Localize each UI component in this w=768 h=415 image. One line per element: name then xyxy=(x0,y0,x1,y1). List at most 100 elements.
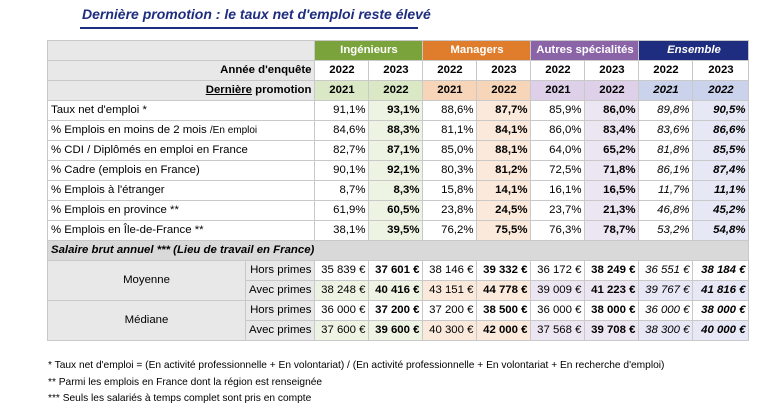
table-row: % Emplois à l'étranger 8,7% 8,3% 15,8% 1… xyxy=(46,180,750,201)
value-cell: 82,7% xyxy=(314,140,370,161)
promo-year-cell: 2021 xyxy=(422,80,478,101)
row-label: % Emplois en Île-de-France ** xyxy=(46,220,316,241)
value-cell: 11,7% xyxy=(638,180,694,201)
value-cell: 87,1% xyxy=(368,140,424,161)
table-row: % CDI / Diplômés en emploi en France 82,… xyxy=(46,140,750,161)
group-header-row: Ingénieurs Managers Autres spécialités E… xyxy=(46,40,750,61)
value-cell: 93,1% xyxy=(368,100,424,121)
page-title: Dernière promotion : le taux net d'emplo… xyxy=(82,6,431,22)
value-cell: 46,8% xyxy=(638,200,694,221)
promotion-label: Dernière promotion xyxy=(46,80,316,101)
survey-year-row: Année d'enquête 2022 2023 2022 2023 2022… xyxy=(46,60,750,81)
salary-row-label: Avec primes xyxy=(244,280,316,301)
salary-row-label: Hors primes xyxy=(244,300,316,321)
value-cell: 90,1% xyxy=(314,160,370,181)
value-cell: 85,0% xyxy=(422,140,478,161)
value-cell: 65,2% xyxy=(584,140,640,161)
salary-group-label: Moyenne xyxy=(47,260,246,301)
value-cell: 8,3% xyxy=(368,180,424,201)
row-label: Taux net d'emploi * xyxy=(46,100,316,121)
value-cell: 87,7% xyxy=(476,100,532,121)
value-cell: 23,7% xyxy=(530,200,586,221)
group-header-ingenieurs: Ingénieurs xyxy=(314,40,424,61)
promo-year-cell: 2022 xyxy=(584,80,640,101)
value-cell: 89,8% xyxy=(638,100,694,121)
value-cell: 71,8% xyxy=(584,160,640,181)
promo-year-cell: 2021 xyxy=(638,80,694,101)
value-cell: 54,8% xyxy=(692,220,750,241)
value-cell: 38 249 € xyxy=(584,260,640,281)
salary-row: Médiane Hors primes 36 000 € 37 200 € 37… xyxy=(47,300,750,341)
value-cell: 81,1% xyxy=(422,120,478,141)
value-cell: 84,6% xyxy=(314,120,370,141)
group-header-ensemble: Ensemble xyxy=(638,40,750,61)
value-cell: 38 500 € xyxy=(476,300,532,321)
salary-row: Avec primes 38 248 € 40 416 € 43 151 € 4… xyxy=(48,280,750,301)
value-cell: 16,1% xyxy=(530,180,586,201)
value-cell: 37 200 € xyxy=(422,300,478,321)
promotion-row: Dernière promotion 2021 2022 2021 2022 2… xyxy=(46,80,750,101)
value-cell: 81,8% xyxy=(638,140,694,161)
row-label: % Cadre (emplois en France) xyxy=(46,160,316,181)
value-cell: 88,1% xyxy=(476,140,532,161)
table-row: % Cadre (emplois en France) 90,1% 92,1% … xyxy=(46,160,750,181)
value-cell: 43 151 € xyxy=(422,280,478,301)
value-cell: 85,5% xyxy=(692,140,750,161)
value-cell: 86,0% xyxy=(584,100,640,121)
table-row: % Emplois en moins de 2 mois /En emploi … xyxy=(46,120,750,141)
value-cell: 21,3% xyxy=(584,200,640,221)
value-cell: 61,9% xyxy=(314,200,370,221)
value-cell: 36 000 € xyxy=(314,300,370,321)
value-cell: 38 300 € xyxy=(638,320,694,341)
footnote: * Taux net d'emploi = (En activité profe… xyxy=(48,360,665,371)
value-cell: 37 601 € xyxy=(368,260,424,281)
employment-table: Ingénieurs Managers Autres spécialités E… xyxy=(46,40,750,341)
value-cell: 72,5% xyxy=(530,160,586,181)
value-cell: 37 568 € xyxy=(530,320,586,341)
value-cell: 53,2% xyxy=(638,220,694,241)
value-cell: 38 248 € xyxy=(314,280,370,301)
value-cell: 39 009 € xyxy=(530,280,586,301)
value-cell: 42 000 € xyxy=(476,320,532,341)
value-cell: 14,1% xyxy=(476,180,532,201)
value-cell: 45,2% xyxy=(692,200,750,221)
value-cell: 38 146 € xyxy=(422,260,478,281)
value-cell: 15,8% xyxy=(422,180,478,201)
title-underline xyxy=(80,27,418,29)
value-cell: 64,0% xyxy=(530,140,586,161)
footnote: ** Parmi les emplois en France dont la r… xyxy=(48,376,323,388)
value-cell: 76,3% xyxy=(530,220,586,241)
salary-section-title: Salaire brut annuel *** (Lieu de travail… xyxy=(46,240,750,261)
salary-row: Avec primes 37 600 € 39 600 € 40 300 € 4… xyxy=(48,320,750,341)
salary-row-label: Hors primes xyxy=(244,260,316,281)
row-label: % Emplois à l'étranger xyxy=(46,180,316,201)
value-cell: 91,1% xyxy=(314,100,370,121)
value-cell: 36 000 € xyxy=(638,300,694,321)
value-cell: 80,3% xyxy=(422,160,478,181)
value-cell: 40 300 € xyxy=(422,320,478,341)
value-cell: 87,4% xyxy=(692,160,750,181)
value-cell: 75,5% xyxy=(476,220,532,241)
value-cell: 38,1% xyxy=(314,220,370,241)
value-cell: 38 000 € xyxy=(584,300,640,321)
year-cell: 2022 xyxy=(530,60,586,81)
blank-header-cell xyxy=(46,40,316,61)
year-cell: 2022 xyxy=(638,60,694,81)
footnotes: * Taux net d'emploi = (En activité profe… xyxy=(48,358,664,408)
year-cell: 2022 xyxy=(422,60,478,81)
group-header-managers: Managers xyxy=(422,40,532,61)
promo-year-cell: 2021 xyxy=(314,80,370,101)
value-cell: 37 600 € xyxy=(314,320,370,341)
salary-group-label: Médiane xyxy=(47,300,246,341)
value-cell: 39 767 € xyxy=(638,280,694,301)
value-cell: 36 551 € xyxy=(638,260,694,281)
promo-year-cell: 2021 xyxy=(530,80,586,101)
year-cell: 2023 xyxy=(692,60,750,81)
value-cell: 24,5% xyxy=(476,200,532,221)
row-label: % Emplois en moins de 2 mois /En emploi xyxy=(46,120,316,141)
salary-row: Moyenne Hors primes 35 839 € 37 601 € 38… xyxy=(47,260,750,301)
value-cell: 39 332 € xyxy=(476,260,532,281)
value-cell: 90,5% xyxy=(692,100,750,121)
group-header-autres: Autres spécialités xyxy=(530,40,640,61)
value-cell: 38 184 € xyxy=(692,260,750,281)
